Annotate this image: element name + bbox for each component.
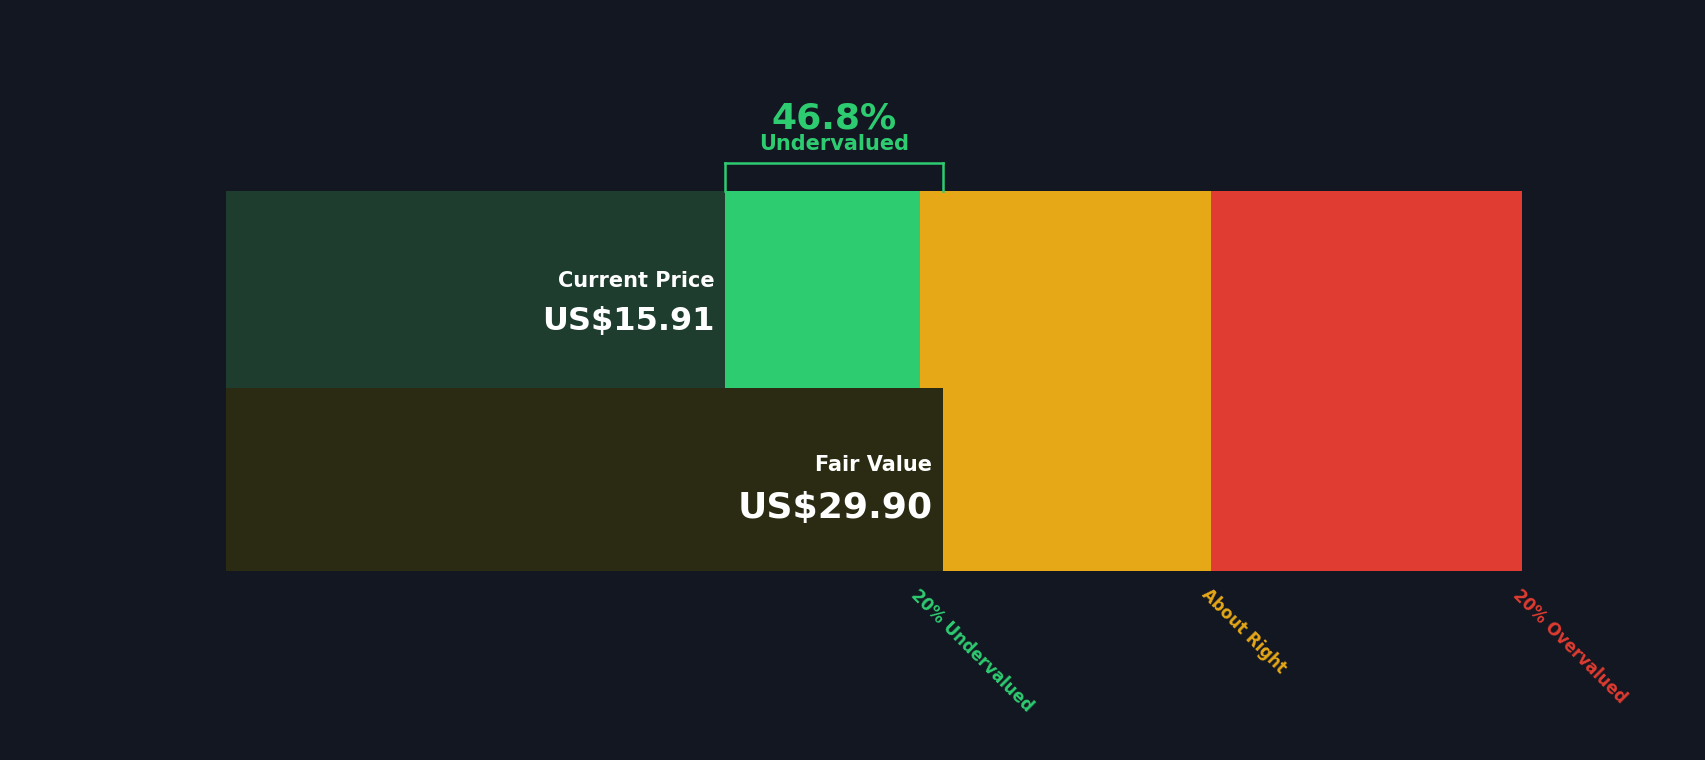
- Text: About Right: About Right: [1199, 586, 1289, 677]
- Text: US$15.91: US$15.91: [542, 306, 714, 337]
- Text: 20% Undervalued: 20% Undervalued: [907, 586, 1035, 715]
- Bar: [227, 191, 919, 571]
- Text: 20% Overvalued: 20% Overvalued: [1509, 586, 1630, 707]
- Bar: [919, 191, 1211, 571]
- Text: Undervalued: Undervalued: [759, 134, 909, 154]
- Text: 46.8%: 46.8%: [771, 102, 897, 136]
- Text: US$29.90: US$29.90: [737, 491, 933, 525]
- Bar: [1211, 191, 1521, 571]
- Text: Current Price: Current Price: [558, 271, 714, 291]
- Bar: [227, 191, 725, 404]
- Text: Fair Value: Fair Value: [815, 455, 933, 475]
- Bar: [227, 388, 943, 571]
